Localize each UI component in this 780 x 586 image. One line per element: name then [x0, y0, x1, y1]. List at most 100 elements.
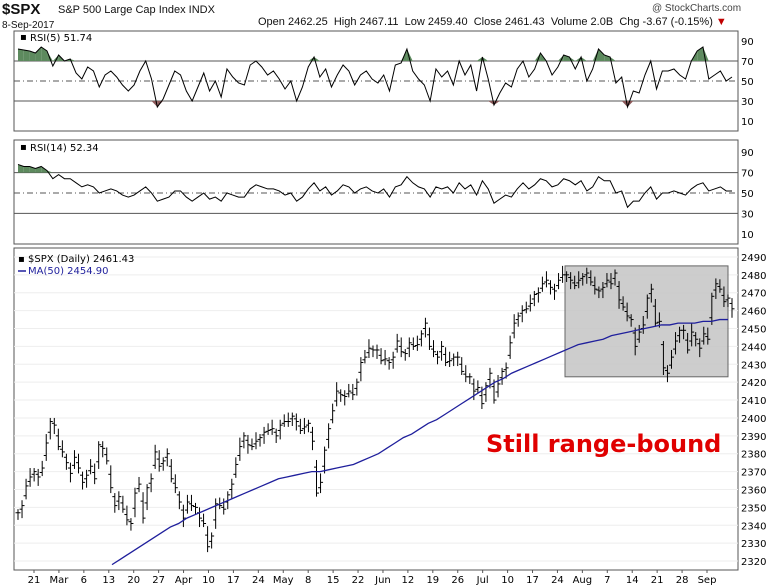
price-bar — [668, 349, 674, 369]
price-bar — [374, 344, 380, 359]
rsi5-fill-segment — [29, 51, 36, 61]
rsi14-fill-areas — [18, 164, 53, 173]
price-bar — [309, 426, 315, 451]
price-bar — [406, 337, 412, 358]
price-tick-label: 2420 — [741, 378, 766, 389]
price-bar — [511, 314, 517, 339]
price-tick-label: 2460 — [741, 307, 766, 318]
price-bar — [132, 487, 138, 518]
rsi14-tick-label: 10 — [741, 230, 754, 241]
price-bar — [140, 492, 146, 524]
price-bar — [342, 390, 348, 406]
rsi5-panel: 90 70 50 30 10 ▪ RSI(5) 51.74 — [13, 30, 754, 132]
price-bar — [301, 417, 307, 435]
rsi5-fill-segment — [621, 101, 628, 107]
rsi5-fill-segment — [610, 57, 616, 61]
price-bar — [592, 276, 598, 295]
price-bar — [338, 389, 344, 402]
rsi5-fill-segment — [18, 49, 24, 61]
price-bar — [180, 504, 186, 528]
price-bar — [35, 468, 41, 486]
price-bar — [277, 419, 283, 440]
x-tick-label: 7 — [604, 575, 610, 586]
price-bar — [439, 341, 445, 361]
price-bar — [124, 505, 130, 526]
price-bar — [314, 459, 320, 497]
price-tick-label: 2400 — [741, 414, 766, 425]
price-bar — [269, 419, 275, 435]
x-tick-label: 24 — [252, 575, 265, 586]
price-bar — [422, 317, 428, 338]
price-bar — [705, 327, 711, 345]
price-ohlc-bars — [15, 265, 735, 553]
price-bar — [237, 437, 243, 461]
price-bar — [144, 484, 150, 511]
price-bar — [608, 273, 614, 290]
x-tick-label: 24 — [551, 575, 564, 586]
high-value: High 2467.11 — [333, 16, 399, 28]
price-bar — [414, 335, 420, 351]
price-tick-label: 2370 — [741, 468, 766, 479]
down-arrow-icon: ▼ — [715, 16, 727, 28]
price-legend-icon: ▪ — [18, 254, 25, 265]
price-bar — [430, 340, 436, 358]
rsi5-fill-segment — [482, 57, 489, 61]
price-bar — [39, 460, 45, 477]
price-bar — [305, 419, 311, 433]
price-bar — [27, 468, 33, 487]
x-tick-label: May — [273, 575, 294, 586]
price-bar — [55, 428, 61, 451]
price-tick-label: 2430 — [741, 360, 766, 371]
price-bar — [257, 434, 263, 447]
price-bar — [112, 493, 118, 513]
price-bar — [632, 327, 638, 356]
x-tick-label: Apr — [175, 575, 193, 586]
x-tick-label: 19 — [426, 575, 439, 586]
stockcharts-credit[interactable]: @ StockCharts.com — [652, 3, 742, 14]
rsi14-legend-icon: ▪ — [20, 142, 27, 153]
x-tick-label: Jun — [374, 575, 391, 586]
price-bar — [245, 434, 251, 454]
price-bar — [495, 375, 501, 398]
x-tick-label: 10 — [202, 575, 215, 586]
price-bar — [350, 383, 356, 401]
price-bar — [152, 444, 158, 469]
rsi5-fill-segment — [592, 49, 599, 61]
price-bar — [120, 495, 126, 513]
chart-symbol: $SPX — [2, 1, 41, 18]
price-bar — [664, 365, 670, 383]
x-tick-label: 13 — [102, 575, 115, 586]
x-tick-label: Aug — [573, 575, 593, 586]
price-bar — [233, 457, 239, 478]
price-bar — [701, 326, 707, 345]
price-bar — [382, 349, 388, 366]
price-bar — [160, 457, 166, 471]
price-bar — [660, 341, 666, 376]
price-bar — [241, 432, 247, 449]
price-bar — [624, 302, 630, 322]
chart-security-name: S&P 500 Large Cap Index INDX — [58, 4, 215, 16]
rsi5-fill-segment — [151, 101, 158, 107]
price-bar — [184, 494, 190, 514]
x-tick-label: 20 — [127, 575, 140, 586]
price-tick-label: 2470 — [741, 289, 766, 300]
rsi5-line — [17, 46, 733, 109]
price-bar — [499, 367, 505, 385]
ohlc-summary: Open 2462.25 High 2467.11 Low 2459.40 Cl… — [258, 16, 727, 28]
rsi5-fill-segment — [598, 49, 605, 61]
price-bar — [685, 332, 691, 354]
price-bar — [628, 314, 634, 327]
price-tick-label: 2360 — [741, 486, 766, 497]
price-tick-label: 2330 — [741, 539, 766, 550]
price-bar — [443, 347, 449, 367]
price-bar — [168, 459, 174, 483]
price-tick-label: 2410 — [741, 396, 766, 407]
change-value: Chg -3.67 (-0.15%) — [619, 16, 713, 28]
price-bar — [100, 441, 106, 458]
x-tick-label: 17 — [526, 575, 539, 586]
rsi5-legend-icon: ▪ — [20, 32, 27, 43]
price-bar — [229, 478, 235, 499]
price-bar — [552, 283, 558, 300]
price-bar — [346, 383, 352, 398]
